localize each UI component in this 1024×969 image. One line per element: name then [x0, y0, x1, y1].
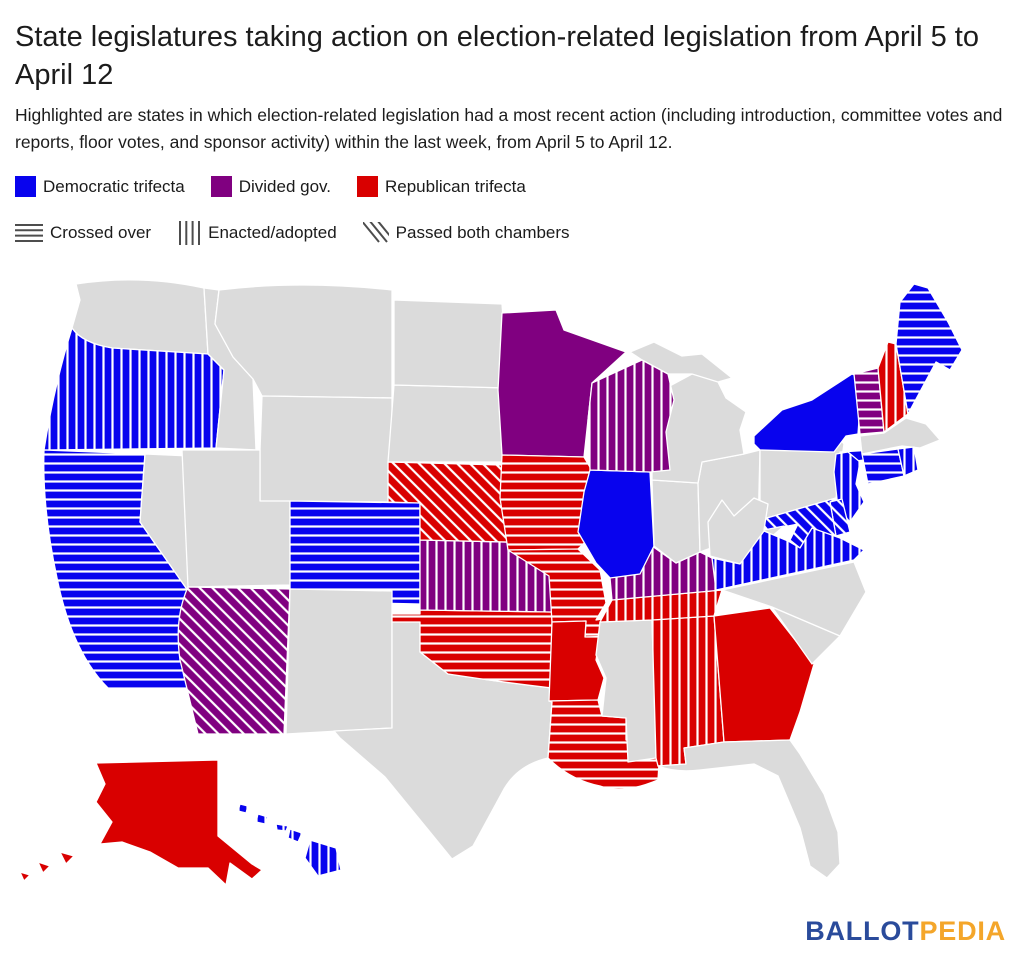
logo-ballot: BALLOT	[805, 916, 920, 946]
state-ME	[895, 283, 963, 415]
legend-colors: Democratic trifecta Divided gov. Republi…	[15, 176, 526, 197]
legend-label: Democratic trifecta	[43, 176, 185, 196]
republican-trifecta-swatch	[357, 176, 378, 197]
legend-item-divided-gov: Divided gov.	[210, 176, 331, 197]
legend-label: Crossed over	[50, 223, 152, 242]
ballotpedia-logo: BALLOTPEDIA	[805, 916, 1006, 947]
state-RI	[897, 446, 919, 477]
horizontal-stripes-icon	[15, 224, 43, 242]
legend-label: Republican trifecta	[385, 176, 526, 196]
legend-item-crossed-over: Crossed over	[15, 222, 151, 244]
divided-gov-swatch	[210, 176, 232, 197]
legend-label: Passed both chambers	[395, 223, 570, 242]
state-VA	[711, 527, 865, 591]
legend-label: Enacted/adopted	[208, 223, 337, 242]
state-AZ	[177, 586, 291, 735]
diagonal-stripes-icon	[362, 222, 389, 243]
legend-item-passed-both-chambers: Passed both chambers	[362, 222, 570, 244]
state-OK	[391, 609, 553, 689]
state-HI	[237, 803, 342, 877]
legend-item-democratic-trifecta: Democratic trifecta	[15, 176, 185, 197]
state-SD	[387, 384, 513, 463]
state-ND	[393, 299, 509, 389]
logo-pedia: PEDIA	[919, 916, 1006, 946]
democratic-trifecta-swatch	[15, 176, 36, 197]
subtitle: Highlighted are states in which election…	[15, 105, 1003, 152]
state-NC	[721, 561, 867, 637]
legend-item-republican-trifecta: Republican trifecta	[357, 176, 526, 197]
state-MT	[214, 284, 393, 399]
state-MA	[859, 417, 941, 455]
vertical-stripes-icon	[179, 221, 201, 245]
state-WI	[587, 359, 675, 473]
legend-label: Divided gov.	[238, 176, 331, 196]
state-AK	[19, 759, 263, 886]
page-title: State legislatures taking action on elec…	[15, 21, 979, 92]
state-CO	[289, 500, 421, 605]
state-IN	[651, 479, 701, 564]
state-FL	[657, 739, 841, 879]
state-NM	[285, 588, 393, 735]
state-IL	[577, 469, 655, 579]
legend-patterns: Crossed over Enacted/adopted Passed both…	[15, 221, 570, 245]
state-WY	[259, 395, 393, 503]
legend-item-enacted-adopted: Enacted/adopted	[177, 221, 337, 245]
state-CT	[861, 448, 905, 485]
